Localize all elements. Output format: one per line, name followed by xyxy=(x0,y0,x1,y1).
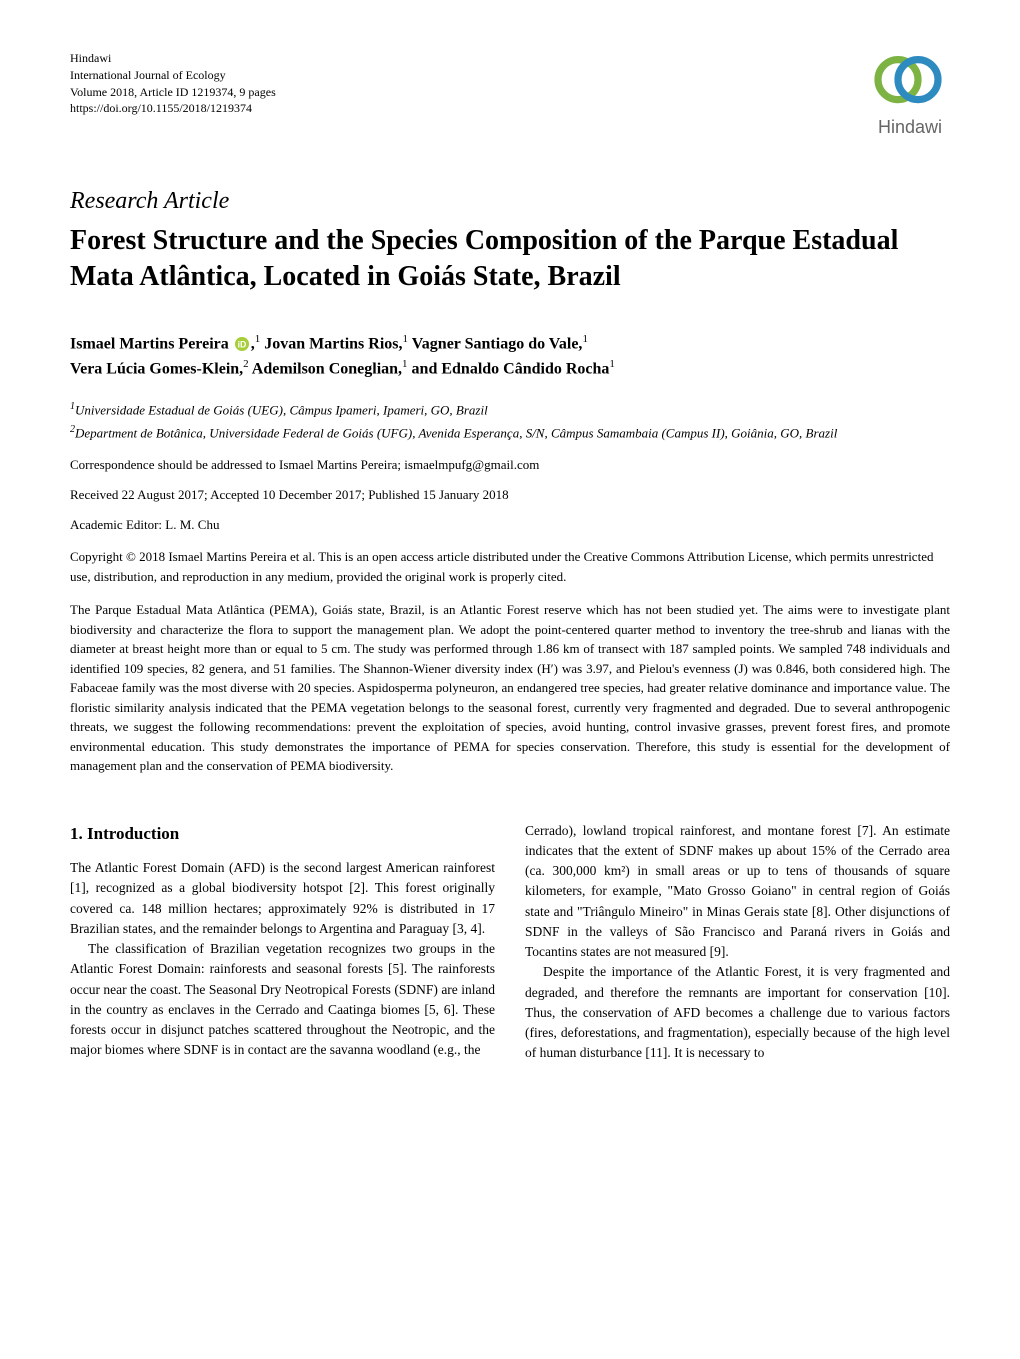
copyright-notice: Copyright © 2018 Ismael Martins Pereira … xyxy=(70,547,950,586)
affiliation-sup: 2 xyxy=(243,358,249,370)
publisher-name: Hindawi xyxy=(70,50,276,67)
author-name: Vera Lúcia Gomes-Klein, xyxy=(70,360,243,377)
author-name: Vagner Santiago do Vale, xyxy=(412,335,583,352)
paragraph: The Atlantic Forest Domain (AFD) is the … xyxy=(70,858,495,939)
affiliation-sup: 1 xyxy=(582,333,588,345)
journal-info: Hindawi International Journal of Ecology… xyxy=(70,50,276,117)
affiliation-sup: 1 xyxy=(609,358,615,370)
affiliation-sup: 1 xyxy=(403,333,409,345)
author-name: Jovan Martins Rios, xyxy=(264,335,402,352)
affiliation-text: Universidade Estadual de Goiás (UEG), Câ… xyxy=(75,403,488,418)
author-name: and Ednaldo Cândido Rocha xyxy=(412,360,610,377)
journal-name: International Journal of Ecology xyxy=(70,67,276,84)
doi-link[interactable]: https://doi.org/10.1155/2018/1219374 xyxy=(70,100,276,117)
right-column: Cerrado), lowland tropical rainforest, a… xyxy=(525,821,950,1064)
left-column: 1. Introduction The Atlantic Forest Doma… xyxy=(70,821,495,1064)
author-name: Ademilson Coneglian, xyxy=(252,360,402,377)
publisher-logo: Hindawi xyxy=(870,50,950,138)
affiliation-sup: 1 xyxy=(402,358,408,370)
section-heading: 1. Introduction xyxy=(70,821,495,847)
paragraph: The classification of Brazilian vegetati… xyxy=(70,939,495,1061)
orcid-icon[interactable]: iD xyxy=(235,337,249,351)
article-title: Forest Structure and the Species Composi… xyxy=(70,223,950,296)
article-type: Research Article xyxy=(70,188,950,215)
authors-list: Ismael Martins Pereira iD ,1 Jovan Marti… xyxy=(70,331,950,382)
correspondence: Correspondence should be addressed to Is… xyxy=(70,457,950,473)
author-name: Ismael Martins Pereira xyxy=(70,335,229,352)
affiliation-text: Department de Botânica, Universidade Fed… xyxy=(75,426,837,441)
svg-text:iD: iD xyxy=(237,340,246,350)
logo-text: Hindawi xyxy=(870,117,950,138)
academic-editor: Academic Editor: L. M. Chu xyxy=(70,517,950,533)
paragraph: Despite the importance of the Atlantic F… xyxy=(525,962,950,1063)
body-columns: 1. Introduction The Atlantic Forest Doma… xyxy=(70,821,950,1064)
article-dates: Received 22 August 2017; Accepted 10 Dec… xyxy=(70,487,950,503)
affiliation-1: 1Universidade Estadual de Goiás (UEG), C… xyxy=(70,399,950,420)
abstract-text: The Parque Estadual Mata Atlântica (PEMA… xyxy=(70,600,950,776)
volume-info: Volume 2018, Article ID 1219374, 9 pages xyxy=(70,84,276,101)
affiliation-2: 2Department de Botânica, Universidade Fe… xyxy=(70,422,950,443)
header-row: Hindawi International Journal of Ecology… xyxy=(70,50,950,138)
paragraph: Cerrado), lowland tropical rainforest, a… xyxy=(525,821,950,963)
affiliation-sup: 1 xyxy=(255,333,261,345)
hindawi-logo-icon xyxy=(870,50,950,110)
